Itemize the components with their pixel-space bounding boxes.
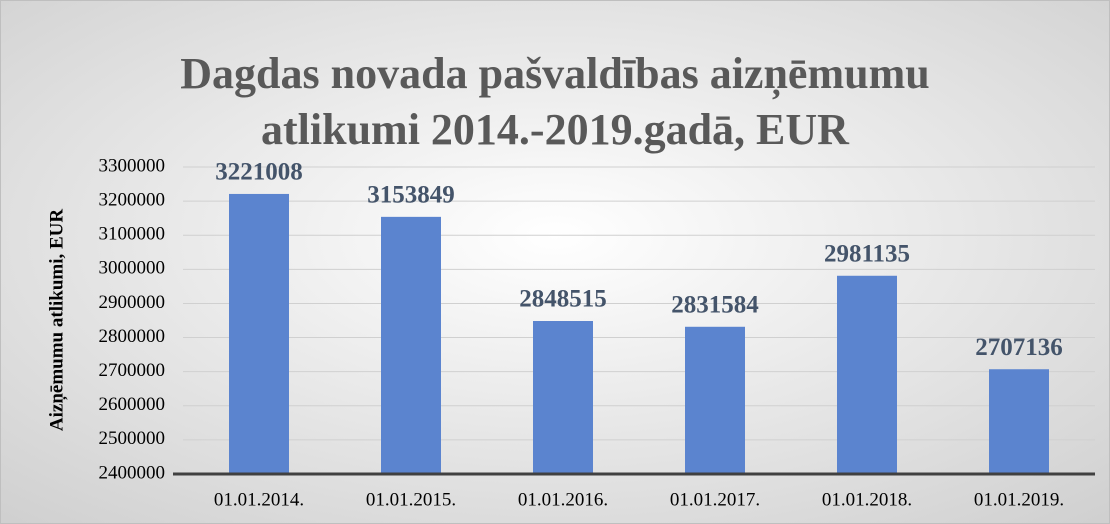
chart-title: Dagdas novada pašvaldības aizņēmumu xyxy=(180,49,929,100)
bar xyxy=(533,321,593,474)
y-axis-label: Aizņēmumu atlikumi, EUR xyxy=(46,209,67,431)
x-tick-label: 01.01.2019. xyxy=(974,489,1064,510)
x-tick-label: 01.01.2016. xyxy=(518,489,608,510)
chart-title: atlikumi 2014.-2019.gadā, EUR xyxy=(261,105,850,154)
value-label: 2707136 xyxy=(975,334,1063,361)
y-tick-label: 2700000 xyxy=(99,360,166,381)
y-tick-label: 3300000 xyxy=(99,155,166,176)
x-tick-label: 01.01.2015. xyxy=(366,489,456,510)
bar xyxy=(229,193,289,474)
value-label: 2981135 xyxy=(824,241,910,268)
y-tick-label: 2900000 xyxy=(99,292,166,313)
y-tick-label: 2600000 xyxy=(99,394,166,415)
bar xyxy=(381,216,441,474)
y-tick-label: 3100000 xyxy=(99,224,166,245)
value-label: 3221008 xyxy=(215,159,303,186)
value-label: 3153849 xyxy=(367,182,455,209)
y-tick-label: 3000000 xyxy=(99,258,166,279)
y-tick-label: 2500000 xyxy=(99,428,166,449)
bar xyxy=(837,275,897,474)
y-tick-label: 2400000 xyxy=(99,462,166,483)
value-label: 2831584 xyxy=(671,292,759,319)
y-tick-label: 2800000 xyxy=(99,326,166,347)
y-tick-label: 3200000 xyxy=(99,189,166,210)
bar xyxy=(685,326,745,474)
x-tick-label: 01.01.2018. xyxy=(822,489,912,510)
x-tick-label: 01.01.2014. xyxy=(214,489,304,510)
bar xyxy=(989,369,1049,474)
value-label: 2848515 xyxy=(519,286,607,313)
x-tick-label: 01.01.2017. xyxy=(670,489,760,510)
